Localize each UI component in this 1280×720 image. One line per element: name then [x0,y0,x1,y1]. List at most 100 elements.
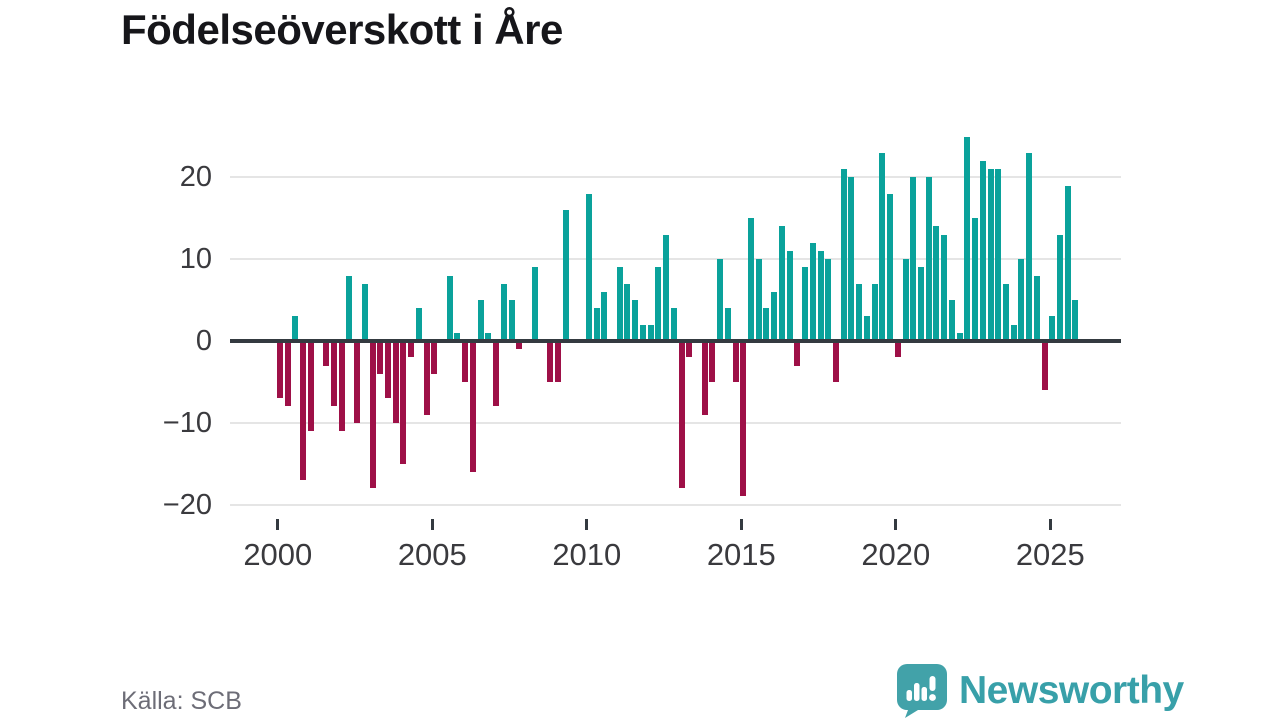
bar [655,267,662,341]
bar [431,341,438,374]
gridline [230,176,1121,179]
bar [840,169,847,341]
bar [670,308,677,341]
x-axis-tick-label: 2020 [861,537,931,572]
bar [871,283,878,341]
bar [346,275,353,341]
bar [516,341,523,350]
bar [354,341,361,423]
bar [446,275,453,341]
bar [740,341,747,497]
bar [809,242,816,341]
bar [299,341,306,481]
bar [678,341,685,489]
bar [292,316,299,341]
x-axis-tick-mark [1048,519,1052,530]
bar [910,177,917,341]
bar [547,341,554,382]
bar [616,267,623,341]
y-axis-tick-label: 20 [179,161,212,194]
bar [794,341,801,366]
bar [817,251,824,341]
bar [802,267,809,341]
bar [500,283,507,341]
gridline [230,258,1121,261]
x-axis-zero-line [230,339,1121,343]
bar [917,267,924,341]
bar [493,341,500,407]
y-axis-tick-label: −20 [162,488,212,521]
gridline [230,503,1121,506]
bar [601,291,608,341]
bar [647,324,654,341]
bar [709,341,716,382]
bar [701,341,708,415]
y-axis-tick-label: 10 [179,243,212,276]
x-axis-tick-label: 2005 [397,537,467,572]
bar [717,259,724,341]
bar [879,152,886,341]
newsworthy-logo: Newsworthy [896,662,1184,720]
bar [825,259,832,341]
bar [1049,316,1056,341]
bar [585,193,592,341]
source-note: Källa: SCB [121,687,242,715]
y-axis-tick-label: 0 [195,325,212,357]
bar [995,169,1002,341]
bar [778,226,785,341]
bar [863,316,870,341]
bar [624,283,631,341]
bar [732,341,739,382]
bar [979,161,986,341]
bar [593,308,600,341]
bar [462,341,469,382]
x-axis-tick-label: 2000 [243,537,313,572]
bar [833,341,839,382]
bar [848,177,855,341]
newsworthy-wordmark: Newsworthy [959,669,1184,712]
bar [508,300,515,341]
x-axis-tick-label: 2015 [706,537,776,572]
bar [987,169,994,341]
chart-title: Födelseöverskott i Åre [121,6,563,53]
bar [415,308,422,341]
bar [454,332,461,341]
bar [894,341,901,358]
bar [771,291,778,341]
bar [361,283,368,341]
bar [748,218,755,341]
y-axis-tick-label: −10 [162,406,212,439]
newsworthy-bubble-icon [897,664,947,718]
bar [338,341,345,431]
bar [400,341,407,464]
bar [948,300,955,341]
bar [369,341,376,489]
bar [724,308,731,341]
bar [925,177,932,341]
bar [956,332,963,341]
bar [1002,283,1009,341]
bar [554,341,561,382]
bar [330,341,337,407]
bar [1026,152,1033,341]
x-axis-tick-label: 2010 [552,537,622,572]
bar [392,341,399,423]
bar [763,308,770,341]
x-axis-tick-mark [739,519,743,530]
bar [964,136,971,341]
bar [686,341,693,358]
x-axis-tick-mark [894,519,898,530]
bar [755,259,762,341]
bar [531,267,538,341]
bar [902,259,909,341]
x-axis-tick-mark [430,519,434,530]
x-axis-tick-label: 2025 [1015,537,1085,572]
bar [933,226,940,341]
bar [284,341,291,407]
bar [423,341,430,415]
bar [307,341,314,431]
bar [972,218,979,341]
x-axis-tick-mark [276,519,280,530]
bar [562,210,569,341]
